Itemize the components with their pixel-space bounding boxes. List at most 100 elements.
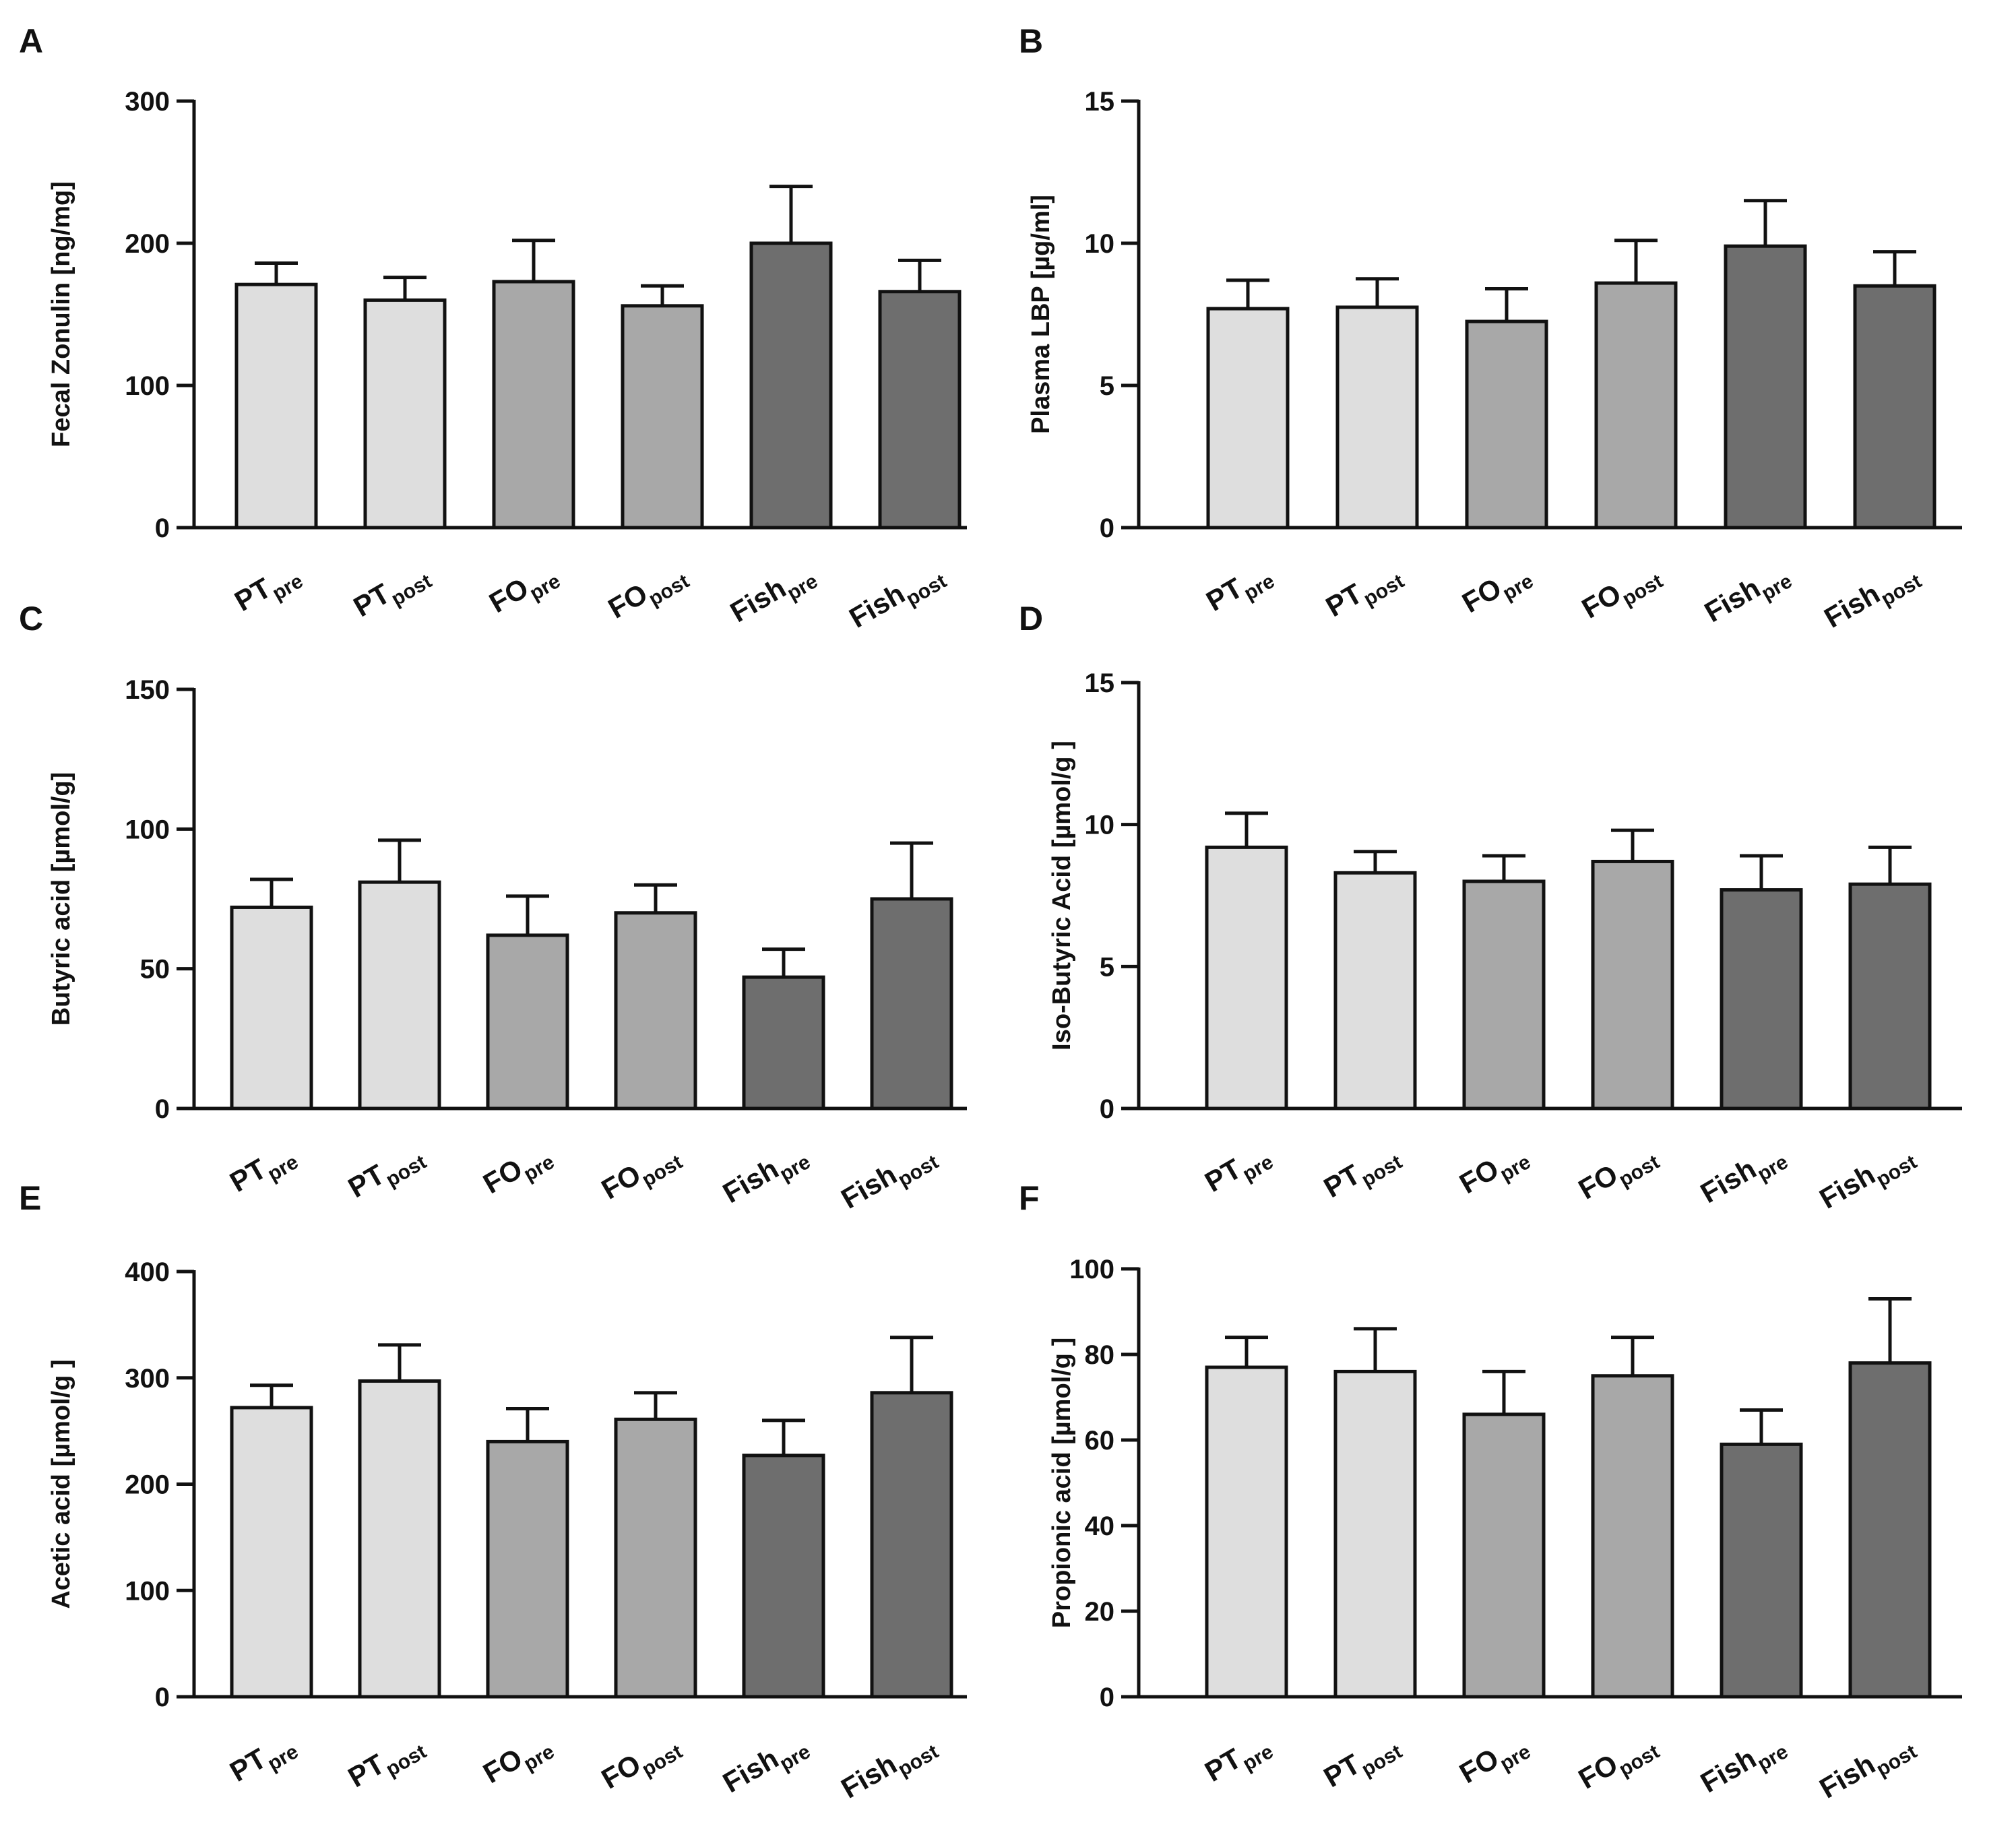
category-main: PT (1199, 1742, 1247, 1788)
category-label: FOpre (1454, 1137, 1534, 1206)
y-tick-label: 0 (1100, 1683, 1114, 1712)
category-label: FOpre (1457, 556, 1537, 625)
bar (1848, 882, 1932, 1111)
bar (749, 241, 833, 530)
category-label: PTpre (229, 556, 307, 623)
y-axis-title: Butyric acid [µmol/g] (47, 772, 75, 1026)
y-tick-label: 5 (1100, 952, 1114, 982)
bar (1720, 888, 1803, 1111)
category-main: FO (1454, 1742, 1504, 1789)
y-tick-label: 300 (125, 87, 170, 117)
bar (1333, 1369, 1417, 1699)
category-main: FO (1577, 577, 1627, 625)
y-axis-title: Fecal Zonulin [ng/mg] (47, 181, 75, 447)
category-main: PT (1319, 1158, 1366, 1204)
panel-letter: F (1019, 1179, 1040, 1217)
bar (1465, 319, 1548, 530)
bar (1848, 1361, 1932, 1699)
category-sub: post (1615, 1151, 1663, 1191)
category-label: PTpre (224, 1726, 302, 1794)
bar (742, 1453, 825, 1699)
bar (486, 1439, 569, 1699)
bar (870, 1391, 953, 1699)
category-main: PT (343, 1748, 390, 1794)
category-main: FO (603, 577, 653, 625)
category-label: Fishpre (718, 1726, 815, 1805)
y-tick-label: 150 (125, 675, 170, 705)
category-label: FOpre (484, 556, 564, 625)
category-main: PT (343, 1158, 390, 1204)
bar (358, 880, 441, 1111)
category-label: Fishpost (844, 556, 950, 639)
bar (234, 282, 318, 530)
category-label: FOpre (478, 1137, 558, 1206)
y-tick-label: 100 (1069, 1255, 1114, 1284)
category-main: FO (596, 1158, 646, 1206)
category-sub: post (894, 1741, 942, 1781)
y-tick-label: 10 (1085, 229, 1115, 259)
category-main: Fish (1814, 1748, 1880, 1805)
category-sub: post (1872, 1151, 1920, 1191)
y-tick-label: 50 (140, 955, 170, 984)
category-label: FOpost (1577, 556, 1667, 630)
category-main: PT (1199, 1152, 1247, 1198)
category-main: Fish (1699, 571, 1765, 628)
category-main: FO (484, 571, 534, 619)
category-label: Fishpre (718, 1137, 815, 1215)
category-main: FO (1573, 1748, 1623, 1795)
bar (1853, 284, 1936, 530)
category-label: PTpost (1319, 1137, 1406, 1210)
category-main: FO (596, 1748, 646, 1795)
category-main: Fish (836, 1748, 902, 1805)
category-main: Fish (718, 1742, 784, 1799)
category-label: FOpre (1454, 1726, 1534, 1795)
panel-letter: D (1019, 600, 1043, 637)
bar (1594, 281, 1678, 530)
category-main: PT (224, 1152, 272, 1198)
y-tick-label: 10 (1085, 811, 1115, 840)
bar (1720, 1442, 1803, 1699)
y-tick-label: 0 (155, 513, 170, 543)
bar (363, 298, 447, 530)
bar (1206, 307, 1290, 530)
y-axis-title: Iso-Butyric Acid [µmol/g ] (1048, 741, 1076, 1051)
bar (358, 1379, 441, 1699)
category-label: FOpost (1573, 1137, 1664, 1211)
category-label: PTpre (1199, 1726, 1277, 1794)
bar (1591, 1374, 1674, 1699)
category-label: FOpost (603, 556, 693, 630)
category-label: FOpost (1573, 1726, 1664, 1801)
category-label: PTpost (343, 1137, 431, 1210)
category-main: Fish (1814, 1158, 1880, 1215)
category-label: PTpre (1199, 1137, 1277, 1204)
category-main: FO (478, 1742, 528, 1789)
category-label: Fishpost (1814, 1726, 1920, 1810)
category-main: FO (1573, 1158, 1623, 1206)
bar (870, 897, 953, 1111)
category-main: PT (1319, 1748, 1366, 1794)
category-sub: post (894, 1151, 942, 1191)
category-main: FO (478, 1152, 528, 1199)
category-label: PTpost (1321, 556, 1408, 629)
category-main: Fish (725, 571, 791, 628)
bar (614, 1417, 697, 1699)
bar (621, 304, 704, 530)
category-label: Fishpost (836, 1137, 942, 1220)
category-label: PTpost (343, 1726, 431, 1799)
bar (486, 933, 569, 1111)
category-label: Fishpre (1695, 1137, 1792, 1215)
category-sub: post (1877, 570, 1925, 611)
category-label: FOpre (478, 1726, 558, 1795)
bar (742, 975, 825, 1111)
category-main: FO (1454, 1152, 1504, 1199)
y-tick-label: 20 (1085, 1597, 1115, 1627)
category-sub: post (1358, 1151, 1406, 1191)
panel-letter: C (19, 600, 43, 637)
y-tick-label: 100 (125, 371, 170, 401)
category-label: PTpost (348, 556, 436, 629)
